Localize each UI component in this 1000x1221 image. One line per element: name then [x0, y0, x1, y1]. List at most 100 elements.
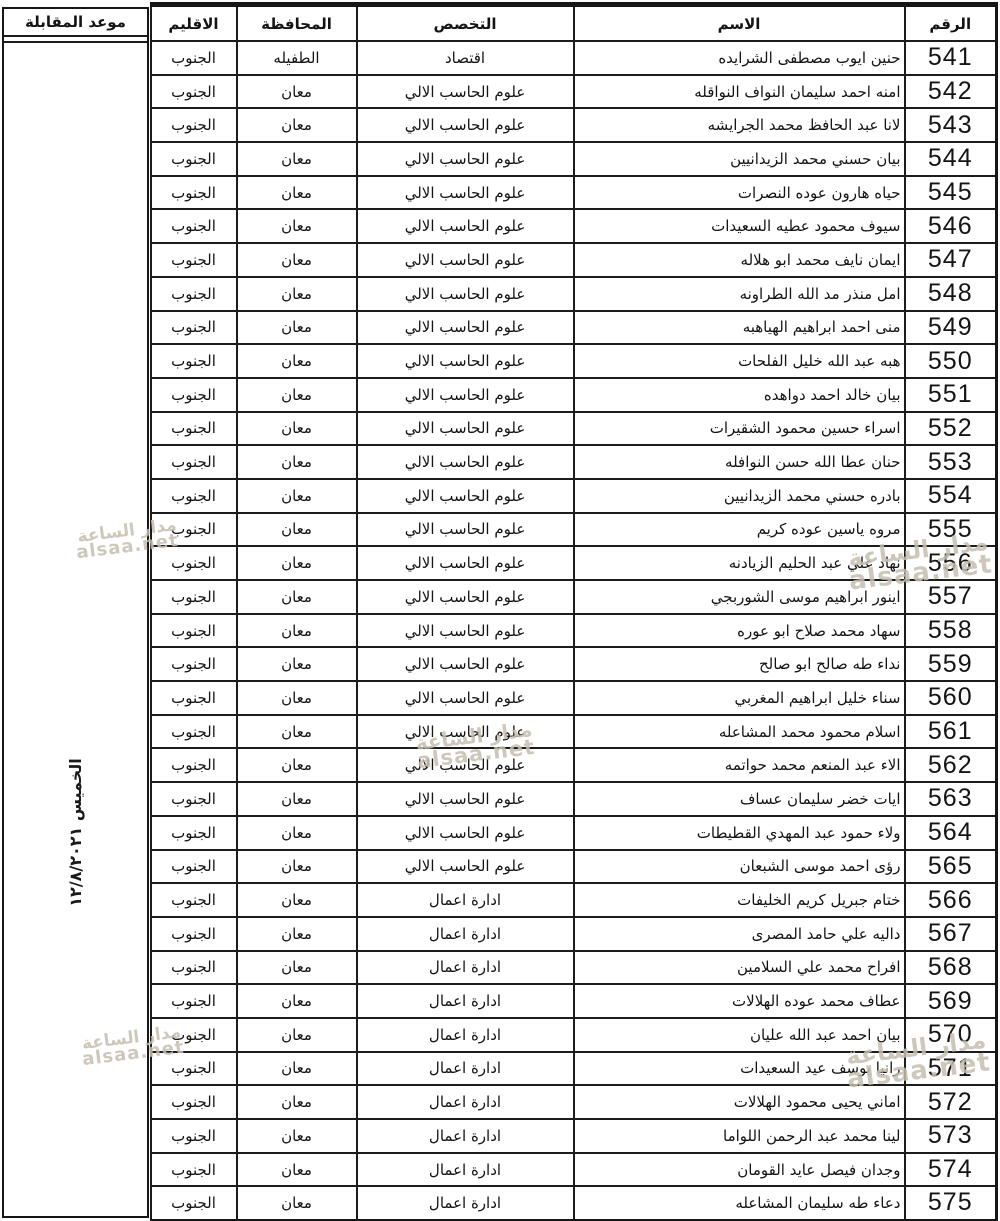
- cell-region: الجنوب: [149, 612, 238, 649]
- cell-number: 557: [903, 579, 998, 615]
- header-double-rule: [4, 37, 147, 43]
- cell-specialization: ادارة اعمال: [355, 915, 575, 952]
- cell-region: الجنوب: [149, 343, 238, 379]
- cell-name: داليه علي حامد المصرى: [572, 915, 906, 952]
- table-row: 544 بيان حسني محمد الزيدانيين علوم الحاس…: [149, 141, 998, 177]
- cell-number: 573: [903, 1118, 998, 1154]
- cell-name: هبه عبد الله خليل الفلحات: [572, 343, 906, 379]
- table-row: 573 لينا محمد عبد الرحمن اللواما ادارة ا…: [149, 1118, 998, 1154]
- cell-name: لينا محمد عبد الرحمن اللواما: [572, 1118, 906, 1154]
- cell-number: 545: [903, 174, 998, 211]
- cell-number: 543: [903, 107, 998, 144]
- cell-number: 565: [903, 848, 998, 885]
- table-row: 541 حنين ايوب مصطفى الشرايده اقتصاد الطف…: [149, 40, 998, 76]
- cell-governorate: معان: [235, 747, 358, 784]
- table-row: 549 منى احمد ابراهيم الهياهبه علوم الحاس…: [149, 309, 998, 346]
- table-row: 564 ولاء حمود عبد المهدي القطيطات علوم ا…: [149, 814, 998, 851]
- table-row: 555 مروه ياسين عوده كريم علوم الحاسب الا…: [149, 511, 998, 548]
- cell-governorate: معان: [235, 814, 358, 851]
- cell-specialization: علوم الحاسب الالي: [355, 174, 575, 211]
- table-row: 551 بيان خالد احمد دواهده علوم الحاسب ال…: [149, 376, 998, 413]
- cell-governorate: معان: [235, 444, 358, 480]
- cell-specialization: علوم الحاسب الالي: [355, 444, 575, 480]
- cell-specialization: علوم الحاسب الالي: [355, 680, 575, 716]
- cell-governorate: معان: [235, 915, 358, 952]
- table-row: 565 رؤى احمد موسى الشبعان علوم الحاسب ال…: [149, 848, 998, 885]
- cell-governorate: معان: [235, 713, 358, 750]
- cell-number: 544: [903, 141, 998, 177]
- cell-specialization: ادارة اعمال: [355, 882, 575, 918]
- cell-region: الجنوب: [149, 1185, 238, 1221]
- cell-governorate: معان: [235, 1151, 358, 1188]
- cell-specialization: علوم الحاسب الالي: [355, 141, 575, 177]
- cell-specialization: علوم الحاسب الالي: [355, 309, 575, 346]
- cell-name: مروه ياسين عوده كريم: [572, 511, 906, 548]
- cell-region: الجنوب: [149, 814, 238, 851]
- cell-governorate: معان: [235, 1118, 358, 1154]
- cell-specialization: ادارة اعمال: [355, 1118, 575, 1154]
- cell-name: حياه هارون عوده النصرات: [572, 174, 906, 211]
- cell-specialization: علوم الحاسب الالي: [355, 511, 575, 548]
- cell-region: الجنوب: [149, 848, 238, 885]
- cell-region: الجنوب: [149, 174, 238, 211]
- table-row: 559 نداء طه صالح ابو صالح علوم الحاسب ال…: [149, 646, 998, 683]
- cell-region: الجنوب: [149, 915, 238, 952]
- table-row: 547 ايمان نايف محمد ابو هلاله علوم الحاس…: [149, 242, 998, 278]
- cell-governorate: معان: [235, 848, 358, 885]
- header-number: الرقم: [903, 3, 998, 42]
- cell-number: 542: [903, 73, 998, 110]
- cell-governorate: معان: [235, 680, 358, 716]
- cell-governorate: معان: [235, 1185, 358, 1221]
- cell-number: 564: [903, 814, 998, 851]
- cell-specialization: علوم الحاسب الالي: [355, 747, 575, 784]
- cell-name: نهاد علي عبد الحليم الزيادنه: [572, 545, 906, 581]
- cell-specialization: علوم الحاسب الالي: [355, 275, 575, 312]
- cell-region: الجنوب: [149, 410, 238, 447]
- table-row: 546 سيوف محمود عطيه السعيدات علوم الحاسب…: [149, 208, 998, 245]
- cell-specialization: علوم الحاسب الالي: [355, 848, 575, 885]
- cell-specialization: علوم الحاسب الالي: [355, 579, 575, 615]
- cell-number: 575: [903, 1185, 998, 1221]
- cell-governorate: معان: [235, 141, 358, 177]
- header-row: الرقم الاسم التخصص المحافظة الاقليم: [149, 3, 998, 42]
- cell-name: بيان حسني محمد الزيدانيين: [572, 141, 906, 177]
- cell-region: الجنوب: [149, 579, 238, 615]
- cell-governorate: معان: [235, 410, 358, 447]
- cell-number: 551: [903, 376, 998, 413]
- cell-governorate: معان: [235, 646, 358, 683]
- cell-region: الجنوب: [149, 747, 238, 784]
- cell-region: الجنوب: [149, 242, 238, 278]
- cell-name: امنه احمد سليمان النواف النواقله: [572, 73, 906, 110]
- cell-region: الجنوب: [149, 107, 238, 144]
- cell-number: 571: [903, 1050, 998, 1087]
- cell-region: الجنوب: [149, 73, 238, 110]
- cell-specialization: علوم الحاسب الالي: [355, 477, 575, 514]
- cell-region: الجنوب: [149, 376, 238, 413]
- table-body: 541 حنين ايوب مصطفى الشرايده اقتصاد الطف…: [149, 40, 998, 1221]
- cell-region: الجنوب: [149, 781, 238, 817]
- cell-name: اماني يحيى محمود الهلالات: [572, 1084, 906, 1120]
- candidates-table: الرقم الاسم التخصص المحافظة الاقليم 541 …: [149, 2, 998, 1221]
- cell-governorate: معان: [235, 612, 358, 649]
- cell-number: 574: [903, 1151, 998, 1188]
- cell-name: رانيا يوسف عيد السعيدات: [572, 1050, 906, 1087]
- cell-specialization: علوم الحاسب الالي: [355, 208, 575, 245]
- cell-region: الجنوب: [149, 949, 238, 986]
- cell-name: ختام جبريل كريم الخليفات: [572, 882, 906, 918]
- header-specialization: التخصص: [355, 3, 575, 42]
- cell-region: الجنوب: [149, 882, 238, 918]
- cell-number: 559: [903, 646, 998, 683]
- cell-name: بيان احمد عبد الله عليان: [572, 1016, 906, 1053]
- cell-region: الجنوب: [149, 40, 238, 76]
- cell-region: الجنوب: [149, 1084, 238, 1120]
- cell-specialization: علوم الحاسب الالي: [355, 646, 575, 683]
- table-row: 542 امنه احمد سليمان النواف النواقله علو…: [149, 73, 998, 110]
- cell-specialization: علوم الحاسب الالي: [355, 781, 575, 817]
- cell-name: سهاد محمد صلاح ابو عوره: [572, 612, 906, 649]
- cell-number: 568: [903, 949, 998, 986]
- cell-governorate: معان: [235, 1016, 358, 1053]
- cell-region: الجنوب: [149, 444, 238, 480]
- cell-specialization: علوم الحاسب الالي: [355, 343, 575, 379]
- cell-number: 572: [903, 1084, 998, 1120]
- cell-region: الجنوب: [149, 1050, 238, 1087]
